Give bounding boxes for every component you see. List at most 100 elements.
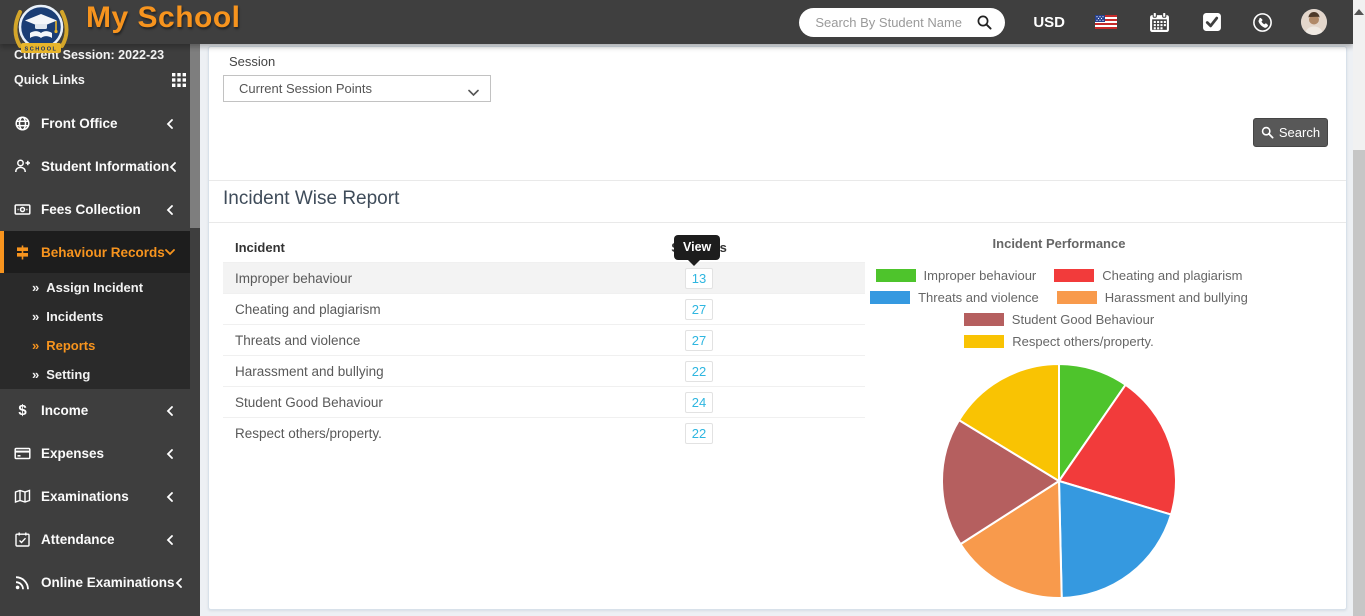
search-button[interactable]: Search <box>1253 118 1328 147</box>
pie-chart <box>941 363 1177 599</box>
top-header: My School USD <box>0 0 1353 44</box>
legend-label: Student Good Behaviour <box>1011 311 1155 327</box>
sidebar-item-label: Income <box>41 403 89 418</box>
student-count-link[interactable]: 27 <box>684 329 714 351</box>
sidebar-item-student-information[interactable]: Student Information <box>0 145 190 188</box>
calendar-check-icon <box>14 531 31 548</box>
submenu-item-label: Assign Incident <box>46 280 144 295</box>
double-arrow-icon: » <box>32 338 40 353</box>
submenu-item-reports[interactable]: » Reports <box>0 331 190 360</box>
quick-links[interactable]: Quick Links <box>14 70 186 90</box>
pie-slice[interactable] <box>941 419 1060 546</box>
table-row[interactable]: Improper behaviour 13 <box>223 262 865 293</box>
table-header-row: Incident Students <box>223 232 865 262</box>
incident-name: Threats and violence <box>235 332 361 348</box>
sidebar-item-label: Student Information <box>41 159 170 174</box>
table-row[interactable]: Cheating and plagiarism 27 <box>223 293 865 324</box>
legend-label: Respect others/property. <box>1012 333 1154 349</box>
tasks-icon[interactable] <box>1202 12 1222 32</box>
sidebar-scrollbar-thumb[interactable] <box>190 44 200 228</box>
legend-label: Threats and violence <box>918 289 1039 305</box>
report-title: Incident Wise Report <box>223 188 400 209</box>
whatsapp-icon[interactable] <box>1252 12 1273 33</box>
student-count-link[interactable]: 13 <box>684 267 714 289</box>
double-arrow-icon: » <box>32 280 40 295</box>
search-icon[interactable] <box>976 14 993 31</box>
sidebar-scrollbar-track[interactable] <box>190 44 200 616</box>
search-input[interactable] <box>815 14 977 30</box>
front-office-icon <box>14 115 31 132</box>
submenu-item-setting[interactable]: » Setting <box>0 360 190 389</box>
student-count-link[interactable]: 22 <box>684 422 714 444</box>
chevron-left-icon <box>166 118 174 129</box>
user-avatar[interactable] <box>1301 9 1327 35</box>
chevron-left-icon <box>166 204 174 215</box>
student-add-icon <box>14 158 31 175</box>
student-count-link[interactable]: 27 <box>684 298 714 320</box>
incident-name: Harassment and bullying <box>235 363 384 379</box>
pie-chart-wrap <box>939 361 1179 601</box>
legend-item[interactable]: Respect others/property. <box>964 333 1154 349</box>
pie-slice[interactable] <box>959 480 1063 599</box>
page-scrollbar-thumb[interactable] <box>1353 150 1365 616</box>
table-row[interactable]: Respect others/property. 22 <box>223 417 865 448</box>
sidebar-item-examinations[interactable]: Examinations <box>0 475 190 518</box>
column-header-incident: Incident <box>235 239 285 255</box>
sidebar-item-behaviour-records[interactable]: Behaviour Records <box>0 231 190 273</box>
sidebar-item-attendance[interactable]: Attendance <box>0 518 190 561</box>
pie-slice[interactable] <box>1058 480 1173 599</box>
rss-icon <box>14 574 31 591</box>
chart-legend: Improper behaviour Cheating and plagiari… <box>849 264 1269 352</box>
table-row[interactable]: Harassment and bullying 22 <box>223 355 865 386</box>
legend-label: Improper behaviour <box>923 267 1037 283</box>
submenu-item-incidents[interactable]: » Incidents <box>0 302 190 331</box>
currency-selector[interactable]: USD <box>1033 13 1065 31</box>
double-arrow-icon: » <box>32 309 40 324</box>
sidebar-item-label: Examinations <box>41 489 129 504</box>
legend-item[interactable]: Harassment and bullying <box>1056 290 1248 305</box>
map-icon <box>14 488 31 505</box>
grid-icon[interactable] <box>172 73 186 87</box>
credit-card-icon <box>14 445 31 462</box>
legend-label: Cheating and plagiarism <box>1102 267 1243 283</box>
language-flag-icon[interactable] <box>1095 15 1117 29</box>
legend-item[interactable]: Improper behaviour <box>875 267 1037 283</box>
sidebar-item-front-office[interactable]: Front Office <box>0 102 190 145</box>
sidebar-item-label: Attendance <box>41 532 115 547</box>
incident-performance-panel: Incident Performance Improper behaviour … <box>849 232 1269 602</box>
legend-item[interactable]: Threats and violence <box>870 290 1039 305</box>
double-arrow-icon: » <box>32 367 40 382</box>
search-icon <box>1261 126 1274 139</box>
behaviour-records-submenu: » Assign Incident » Incidents » Reports » Se… <box>0 273 190 389</box>
submenu-item-assign-incident[interactable]: » Assign Incident <box>0 273 190 302</box>
legend-item[interactable]: Student Good Behaviour <box>963 311 1155 327</box>
student-count-link[interactable]: 22 <box>684 360 714 382</box>
legend-item[interactable]: Cheating and plagiarism <box>1054 268 1242 283</box>
session-select[interactable]: Current Session Points <box>223 75 491 102</box>
student-search-box[interactable] <box>799 7 1006 37</box>
legend-swatch <box>1056 290 1097 304</box>
sidebar-item-label: Behaviour Records <box>41 244 165 260</box>
submenu-item-label: Setting <box>46 367 91 382</box>
student-count-link[interactable]: 24 <box>684 391 714 413</box>
logo-banner-text: SCHOOL <box>25 46 58 52</box>
brand-title: My School <box>86 1 241 34</box>
sidebar-item-expenses[interactable]: Expenses <box>0 432 190 475</box>
incident-name: Improper behaviour <box>235 270 353 286</box>
pie-slice[interactable] <box>1058 383 1177 516</box>
incident-table: Incident Students Improper behaviour 13 … <box>223 232 865 448</box>
school-logo: SCHOOL <box>12 2 70 58</box>
table-row[interactable]: Student Good Behaviour 24 <box>223 386 865 417</box>
sidebar-item-online-examinations[interactable]: Online Examinations <box>0 561 190 604</box>
legend-swatch <box>870 290 911 304</box>
table-row[interactable]: Threats and violence 27 <box>223 324 865 355</box>
pie-slice[interactable] <box>958 363 1060 482</box>
page-scrollbar[interactable] <box>1353 0 1365 616</box>
calendar-icon[interactable] <box>1149 11 1170 33</box>
submenu-item-label: Reports <box>46 338 96 353</box>
sidebar-item-fees-collection[interactable]: Fees Collection <box>0 188 190 231</box>
chevron-left-icon <box>166 405 174 416</box>
signpost-icon <box>14 244 31 261</box>
sidebar-item-income[interactable]: $ Income <box>0 389 190 432</box>
scroll-up-arrow[interactable] <box>1354 4 1364 15</box>
